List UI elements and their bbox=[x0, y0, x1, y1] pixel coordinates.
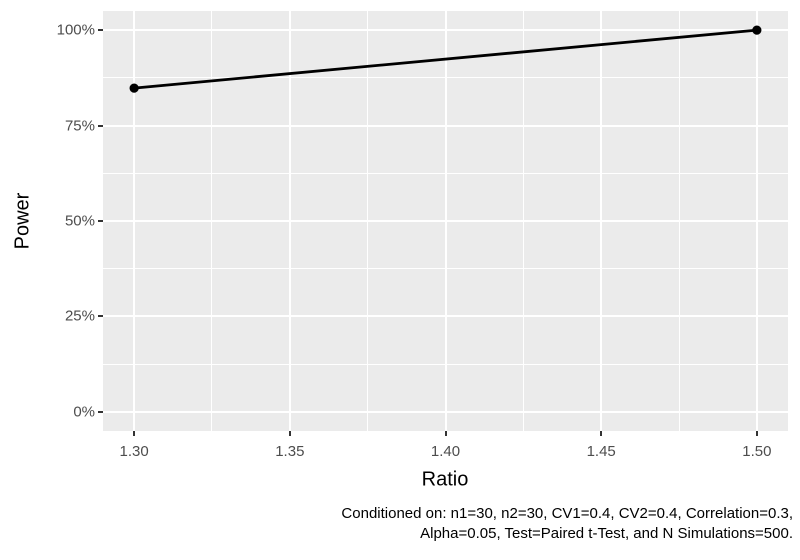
x-tick-label: 1.50 bbox=[742, 443, 772, 460]
y-axis-tick bbox=[98, 410, 103, 413]
x-tick-label: 1.40 bbox=[430, 443, 461, 460]
y-tick-label: 100% bbox=[56, 21, 95, 39]
x-axis-tick bbox=[133, 431, 136, 436]
y-axis-tick bbox=[98, 220, 103, 222]
x-axis-tick bbox=[755, 431, 758, 436]
y-axis-tick bbox=[98, 315, 103, 318]
caption-line-1: Conditioned on: n1=30, n2=30, CV1=0.4, C… bbox=[341, 505, 793, 522]
x-tick-label: 1.45 bbox=[586, 443, 616, 460]
x-axis-tick bbox=[444, 431, 447, 436]
gridline-major bbox=[133, 11, 136, 431]
x-axis-tick bbox=[288, 431, 291, 436]
gridline-major bbox=[444, 11, 447, 431]
gridline-major bbox=[600, 11, 603, 431]
caption-line-2: Alpha=0.05, Test=Paired t-Test, and N Si… bbox=[420, 525, 793, 542]
data-layer bbox=[129, 25, 762, 93]
y-tick-label: 25% bbox=[64, 307, 95, 325]
power-line bbox=[134, 28, 757, 90]
x-tick-label: 1.35 bbox=[275, 443, 305, 460]
y-tick-label: 75% bbox=[64, 117, 95, 135]
y-axis-tick bbox=[98, 29, 103, 32]
plot-panel bbox=[103, 11, 788, 431]
data-point bbox=[129, 83, 139, 93]
gridline-major bbox=[288, 11, 291, 431]
y-tick-label: 50% bbox=[64, 212, 95, 230]
data-point bbox=[752, 25, 762, 35]
x-tick-label: 1.30 bbox=[119, 443, 149, 460]
y-axis-tick bbox=[98, 124, 103, 127]
x-axis-tick bbox=[600, 431, 603, 436]
plot-caption: Conditioned on: n1=30, n2=30, CV1=0.4, C… bbox=[341, 504, 793, 544]
y-tick-label: 0% bbox=[73, 403, 95, 421]
x-axis-title: Ratio bbox=[421, 468, 469, 491]
gridline-major bbox=[755, 11, 758, 431]
